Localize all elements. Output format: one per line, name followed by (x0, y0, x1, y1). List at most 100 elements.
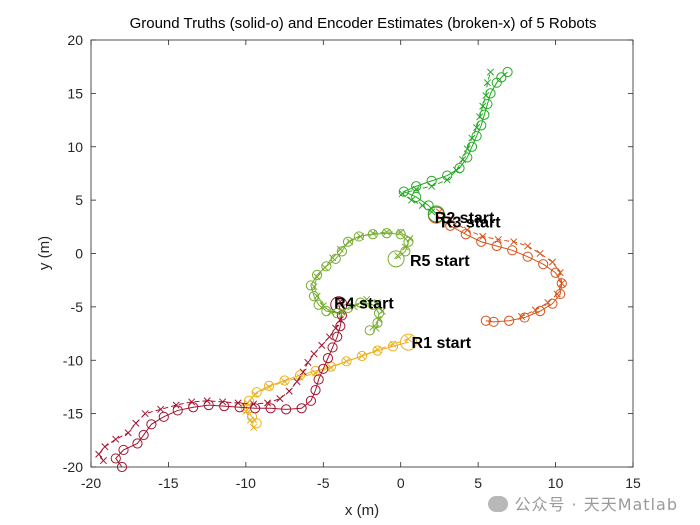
truth-marker (364, 325, 375, 336)
start-marker (399, 333, 417, 351)
start-annotation: R3 start (441, 214, 501, 231)
truth-marker (219, 401, 230, 412)
estimate-marker (435, 208, 443, 216)
truth-marker (372, 317, 383, 328)
plot-frame (90, 39, 634, 468)
truth-marker (367, 299, 378, 310)
estimate-marker (510, 238, 518, 246)
truth-marker (400, 246, 411, 257)
estimate-marker (404, 335, 413, 343)
truth-marker (353, 231, 365, 242)
estimate-marker (293, 378, 301, 386)
start-annotation: R2 start (435, 210, 495, 227)
estimate-marker (394, 252, 402, 260)
y-axis-label: y (m) (36, 236, 53, 270)
truth-marker (342, 236, 354, 247)
robot-5-series (305, 228, 414, 336)
estimate-marker (276, 395, 284, 403)
truth-marker (234, 402, 245, 413)
x-tick-label: 5 (474, 475, 482, 491)
truth-marker (519, 312, 530, 323)
truth-marker (251, 387, 262, 398)
truth-marker (263, 380, 275, 391)
truth-marker (398, 186, 409, 197)
y-tick-label: -5 (71, 299, 84, 315)
y-tick-label: 0 (75, 246, 83, 262)
truth-marker (335, 320, 346, 332)
estimate-marker (299, 368, 307, 376)
truth-marker (555, 288, 566, 300)
estimate-marker (157, 405, 165, 413)
truth-marker (321, 306, 332, 317)
truth-marker (322, 353, 334, 364)
estimate-marker (318, 341, 326, 349)
truth-marker (460, 229, 471, 240)
estimate-marker (112, 435, 120, 443)
x-tick-label: 0 (397, 475, 405, 491)
start-marker (427, 205, 445, 223)
truth-marker (426, 175, 437, 187)
estimate-marker (383, 228, 391, 236)
estimate-marker (99, 457, 107, 465)
y-tick-label: 5 (75, 192, 83, 208)
truth-marker (305, 280, 316, 291)
truth-marker (310, 385, 321, 396)
truth-marker (538, 259, 549, 270)
robot-3-series (398, 66, 513, 223)
truth-marker (471, 130, 482, 142)
truth-marker (534, 306, 546, 317)
series-group (95, 66, 567, 473)
truth-marker (118, 444, 129, 456)
estimate-marker (263, 399, 272, 407)
truth-marker (172, 405, 183, 416)
truth-marker (479, 109, 490, 120)
truth-line (436, 214, 563, 323)
truth-marker (445, 220, 456, 231)
truth-marker (281, 404, 292, 415)
truth-marker (485, 88, 496, 99)
estimate-marker (486, 68, 495, 76)
estimate-marker (483, 79, 491, 87)
x-tick-label: -15 (158, 475, 178, 491)
truth-marker (480, 315, 491, 326)
truth-marker (496, 72, 507, 83)
estimate-marker (304, 358, 312, 366)
truth-marker (367, 229, 378, 240)
truth-marker (356, 350, 368, 362)
y-tick-label: 20 (67, 32, 83, 48)
y-tick-label: -10 (63, 352, 83, 368)
truth-marker (251, 418, 262, 429)
estimate-marker (124, 429, 132, 437)
truth-marker (330, 253, 341, 264)
truth-marker (138, 429, 149, 441)
truth-marker (381, 228, 392, 239)
x-tick-label: -20 (81, 475, 101, 491)
x-tick-label: 10 (548, 475, 564, 491)
truth-marker (442, 170, 453, 181)
truth-marker (296, 403, 307, 414)
truth-marker (336, 246, 347, 257)
y-tick-label: -15 (63, 406, 83, 422)
truth-marker (454, 163, 465, 174)
estimate-marker (524, 242, 532, 250)
truth-marker (132, 438, 143, 449)
truth-marker (311, 269, 323, 280)
truth-marker (243, 395, 255, 406)
axis-ticks: -20 -15 -10 -5 0 5 10 15 -20 -15 -10 -5 0 5 10 15 20 (63, 32, 641, 491)
truth-marker (488, 316, 499, 327)
truth-marker (355, 297, 366, 308)
truth-marker (188, 402, 199, 413)
truth-marker (321, 261, 332, 272)
truth-marker (403, 236, 414, 247)
truth-marker (411, 191, 422, 203)
truth-marker (504, 315, 515, 326)
truth-marker (265, 403, 276, 414)
estimate-marker (141, 410, 149, 418)
start-annotation: R4 start (334, 296, 394, 313)
truth-marker (341, 356, 352, 367)
truth-marker (158, 411, 169, 422)
truth-marker (203, 399, 214, 411)
truth-marker (491, 240, 502, 252)
chart-title: Ground Truths (solid-o) and Encoder Esti… (130, 15, 597, 32)
